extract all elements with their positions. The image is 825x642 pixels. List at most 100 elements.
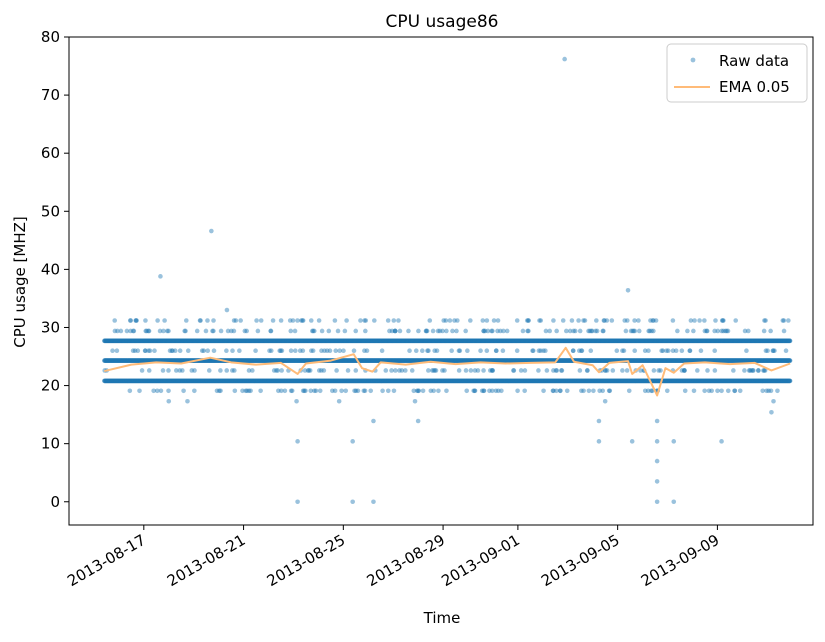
raw-data-point [243, 378, 249, 384]
raw-data-point [129, 378, 135, 384]
raw-data-point [130, 378, 135, 384]
raw-data-point [143, 378, 149, 384]
raw-data-point [122, 378, 127, 384]
raw-data-point [126, 378, 131, 384]
raw-data-point [220, 378, 225, 384]
raw-data-point [131, 378, 137, 384]
raw-data-point [152, 378, 158, 384]
raw-data-point [147, 378, 152, 384]
raw-data-point [139, 378, 145, 384]
raw-data-point [210, 378, 215, 384]
raw-data-point [232, 378, 238, 384]
raw-data-point [155, 378, 160, 384]
raw-data-point [172, 378, 177, 384]
plot-layer [102, 56, 793, 505]
raw-data-point [147, 378, 152, 384]
raw-data-point [117, 378, 123, 384]
raw-data-point [146, 378, 151, 384]
raw-data-point [228, 378, 233, 384]
raw-data-point [211, 378, 216, 384]
raw-data-point [150, 378, 156, 384]
raw-data-point [111, 378, 116, 384]
raw-data-point [161, 378, 167, 384]
raw-data-point [199, 378, 204, 384]
raw-data-point [103, 378, 109, 384]
raw-data-point [206, 378, 211, 384]
raw-data-point [242, 378, 248, 384]
raw-data-point [203, 378, 208, 384]
raw-data-point [104, 378, 110, 384]
raw-data-point [166, 378, 171, 384]
raw-data-point [112, 378, 117, 384]
raw-data-point [125, 378, 131, 384]
raw-data-point [115, 378, 121, 384]
raw-data-point [107, 378, 113, 384]
raw-data-point [190, 378, 196, 384]
raw-data-point [114, 378, 119, 384]
raw-data-point [235, 378, 241, 384]
raw-data-point [217, 378, 222, 384]
raw-data-point [166, 378, 172, 384]
raw-data-point [152, 378, 158, 384]
raw-data-point [212, 378, 218, 384]
raw-data-point [123, 378, 129, 384]
raw-data-point [102, 378, 108, 384]
raw-data-point [244, 378, 249, 384]
raw-data-point [170, 378, 175, 384]
raw-data-point [129, 378, 134, 384]
raw-data-point [162, 378, 168, 384]
raw-data-point [227, 378, 233, 384]
raw-data-point [122, 378, 128, 384]
raw-data-point [133, 378, 139, 384]
raw-data-point [150, 378, 156, 384]
raw-data-point [234, 378, 240, 384]
raw-data-point [231, 378, 236, 384]
raw-data-point [236, 378, 241, 384]
raw-data-point [173, 378, 178, 384]
raw-data-point [130, 378, 136, 384]
raw-data-point [787, 358, 793, 363]
raw-data-point [201, 378, 206, 384]
raw-data-point [125, 378, 130, 384]
raw-data-point [137, 378, 142, 384]
raw-data-point [787, 378, 793, 384]
raw-data-point [173, 378, 179, 384]
raw-data-point [104, 378, 109, 384]
raw-data-point [139, 378, 145, 384]
raw-data-point [198, 378, 203, 384]
raw-data-point [144, 378, 150, 384]
raw-data-point [180, 378, 185, 384]
raw-data-point [208, 378, 213, 384]
raw-data-point [114, 378, 120, 384]
raw-data-point [141, 378, 147, 384]
raw-data-point [229, 378, 235, 384]
raw-data-point [157, 378, 162, 384]
raw-data-point [120, 378, 125, 384]
raw-data-point [148, 378, 153, 384]
raw-data-point [193, 378, 198, 384]
raw-data-point [226, 378, 231, 384]
raw-data-point [231, 378, 237, 384]
raw-data-point [232, 378, 237, 384]
raw-data-point [174, 378, 180, 384]
raw-data-point [176, 378, 182, 384]
raw-data-point [143, 378, 149, 384]
raw-data-point [238, 378, 243, 384]
raw-data-point [153, 378, 159, 384]
raw-data-point [222, 378, 228, 384]
raw-data-point [213, 378, 219, 384]
raw-data-point [127, 378, 132, 384]
raw-data-point [106, 378, 111, 384]
raw-data-point [168, 378, 174, 384]
raw-data-point [202, 378, 208, 384]
raw-data-point [123, 378, 129, 384]
raw-data-point [145, 378, 151, 384]
raw-data-point [136, 378, 142, 384]
raw-data-point [190, 378, 195, 384]
raw-data-point [227, 378, 233, 384]
raw-data-point [204, 378, 209, 384]
raw-data-point [225, 378, 231, 384]
raw-data-point [115, 378, 120, 384]
raw-data-point [140, 378, 145, 384]
